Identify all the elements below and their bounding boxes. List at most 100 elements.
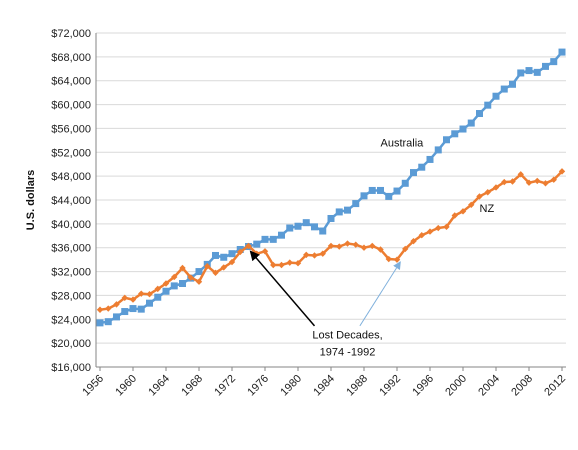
data-point [418, 231, 425, 239]
y-tick-label: $28,000 [51, 290, 91, 302]
data-point [418, 163, 426, 171]
data-point [311, 223, 318, 231]
data-point [162, 280, 170, 287]
data-point [146, 299, 153, 307]
data-point [476, 110, 483, 118]
data-point [113, 313, 120, 321]
data-point [302, 219, 310, 227]
data-point [195, 278, 203, 285]
data-point [360, 244, 368, 251]
data-point [319, 227, 327, 235]
data-point [534, 177, 541, 185]
data-point [138, 290, 145, 297]
x-tick-label: 1976 [245, 373, 271, 399]
data-point [517, 171, 524, 178]
data-point [278, 231, 285, 239]
data-point [121, 294, 128, 302]
data-point [369, 242, 376, 250]
data-point [187, 274, 194, 281]
data-point [443, 136, 450, 144]
series-group [96, 48, 566, 327]
data-point [237, 248, 244, 256]
x-tick-label: 1968 [179, 373, 205, 399]
data-point [344, 240, 351, 247]
data-point [220, 264, 227, 271]
data-point [434, 146, 442, 154]
data-point [270, 261, 277, 269]
data-point [385, 192, 393, 200]
data-point [352, 241, 359, 248]
data-point [459, 125, 467, 133]
data-point [336, 243, 343, 250]
x-tick-label: 1956 [80, 373, 106, 399]
data-point [500, 85, 508, 93]
y-tick-labels: $16,000 $20,000 $24,000 $28,000 $32,000 $36,0… [51, 28, 91, 374]
data-point [113, 301, 120, 308]
y-tick-label: $32,000 [51, 267, 91, 279]
x-tick-label: 2012 [542, 373, 568, 399]
y-tick-label: $16,000 [51, 362, 91, 374]
data-point [525, 67, 533, 75]
data-point [558, 48, 566, 56]
data-point [129, 296, 137, 303]
data-point [542, 180, 549, 187]
annotation-line: 1974 -1992 [320, 346, 376, 358]
x-tick-label: 2000 [443, 373, 469, 399]
data-point [303, 251, 310, 259]
data-point [484, 189, 491, 196]
data-point [137, 305, 145, 313]
annotation-line: Lost Decades, [312, 329, 382, 341]
y-tick-label: $44,000 [51, 195, 91, 207]
data-point [278, 261, 285, 269]
data-point [294, 260, 302, 267]
data-point [467, 119, 475, 127]
data-point [171, 273, 178, 281]
y-tick-label: $56,000 [51, 123, 91, 135]
data-point [261, 248, 269, 255]
x-tick-labels: 1956 1960 1964 1968 1972 1976 1980 1984 1988 1992… [80, 367, 568, 398]
y-tick-label: $48,000 [51, 171, 91, 183]
data-point [154, 285, 161, 293]
data-point [344, 206, 351, 214]
data-point [410, 237, 417, 245]
data-point [179, 264, 186, 272]
data-point [509, 178, 516, 185]
data-point [286, 259, 293, 266]
y-tick-label: $60,000 [51, 100, 91, 112]
data-point [550, 58, 558, 66]
data-point [435, 224, 442, 232]
data-point [335, 208, 343, 216]
data-point [517, 69, 525, 77]
data-point [558, 168, 566, 175]
x-tick-label: 1964 [146, 373, 172, 399]
data-point [360, 192, 368, 200]
data-point [402, 245, 409, 253]
data-point [377, 186, 384, 194]
data-point [204, 263, 211, 270]
x-tick-label: 1984 [311, 373, 337, 399]
data-point [459, 208, 467, 215]
arrow-1992 [359, 261, 401, 327]
data-point [377, 246, 384, 253]
data-point [443, 223, 450, 231]
data-point [401, 179, 409, 187]
data-point [492, 184, 500, 191]
y-tick-label: $40,000 [51, 219, 91, 231]
data-point [104, 318, 112, 326]
data-point [170, 282, 178, 290]
series-label-nz: NZ [480, 203, 495, 215]
data-point [542, 62, 549, 70]
x-tick-label: 2004 [476, 373, 502, 399]
x-tick-label: 1992 [377, 373, 403, 399]
annotation-lost-decades: Lost Decades, 1974 -1992 [312, 329, 382, 358]
data-point [451, 130, 459, 138]
data-point [468, 201, 475, 208]
data-point [105, 305, 112, 312]
data-point [426, 155, 434, 163]
data-point [352, 200, 360, 208]
data-point [212, 251, 219, 259]
data-point [154, 293, 162, 301]
data-point [179, 280, 186, 287]
data-point [509, 80, 516, 88]
